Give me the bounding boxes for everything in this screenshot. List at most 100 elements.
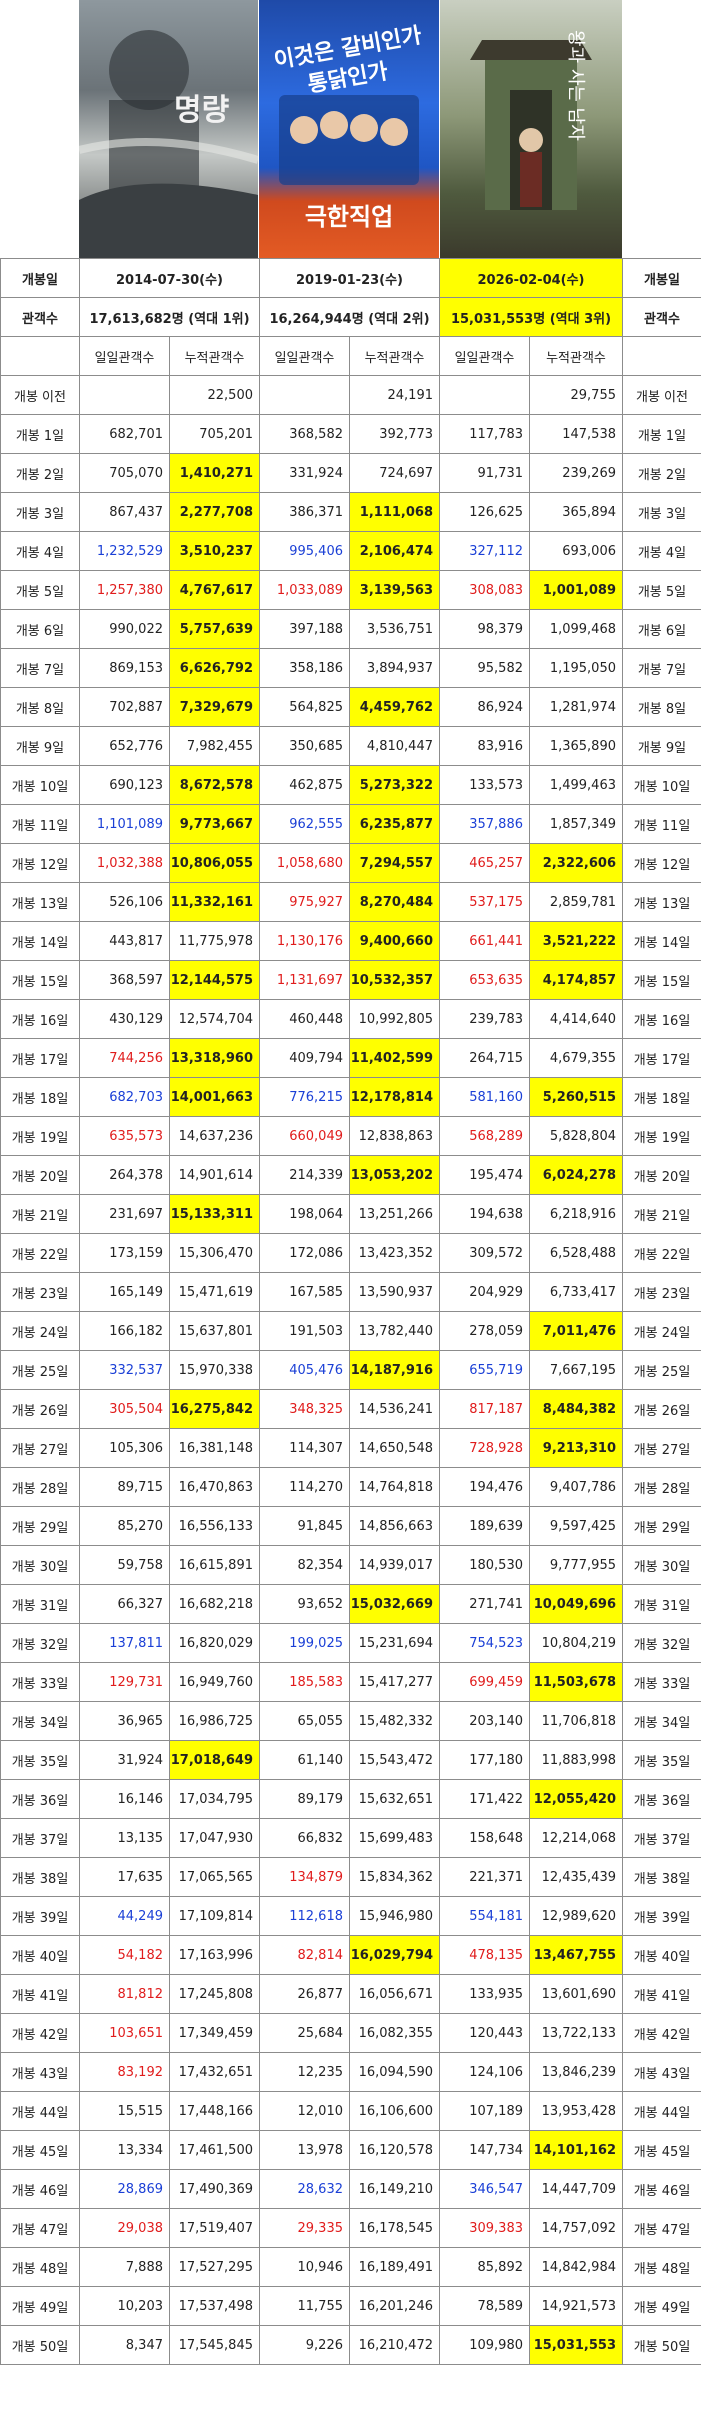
- poster-myeongryang[interactable]: 명량: [79, 0, 258, 258]
- daily-cell: 305,504: [79, 1389, 170, 1429]
- daily-cell: 564,825: [259, 687, 350, 727]
- cumulative-cell: 1,857,349: [529, 804, 623, 844]
- cumulative-cell: 11,706,818: [529, 1701, 623, 1741]
- cumulative-cell: 10,806,055: [169, 843, 260, 883]
- day-label: 개봉 6일: [0, 609, 80, 649]
- cumulative-cell: 9,400,660: [349, 921, 440, 961]
- cumulative-cell: 14,187,916: [349, 1350, 440, 1390]
- day-label: 개봉 26일: [0, 1389, 80, 1429]
- day-label: 개봉 33일: [0, 1662, 80, 1702]
- day-label: 개봉 45일: [0, 2130, 80, 2170]
- daily-cell: 405,476: [259, 1350, 350, 1390]
- cumulative-cell: 17,537,498: [169, 2286, 260, 2326]
- daily-cell: 231,697: [79, 1194, 170, 1234]
- release-date-myeongryang: 2014-07-30(수): [79, 258, 260, 298]
- poster-king-and-man[interactable]: 왕과 사는 남자: [440, 0, 622, 258]
- day-label-right: 개봉 4일: [622, 531, 701, 571]
- daily-cell: 728,928: [439, 1428, 530, 1468]
- cumulative-cell: 5,757,639: [169, 609, 260, 649]
- daily-cell: 264,715: [439, 1038, 530, 1078]
- cumulative-cell: 12,989,620: [529, 1896, 623, 1936]
- cumulative-cell: 6,218,916: [529, 1194, 623, 1234]
- daily-cell: 7,888: [79, 2247, 170, 2287]
- cumulative-cell: 4,459,762: [349, 687, 440, 727]
- day-label-right: 개봉 41일: [622, 1974, 701, 2014]
- daily-cell: [439, 375, 530, 415]
- cumulative-cell: 15,417,277: [349, 1662, 440, 1702]
- day-label-right: 개봉 15일: [622, 960, 701, 1000]
- table-row: 개봉 33일 129,731 16,949,760 185,583 15,417,277…: [0, 1662, 701, 1702]
- cumulative-cell: 17,349,459: [169, 2013, 260, 2053]
- daily-cell: 85,892: [439, 2247, 530, 2287]
- day-label-right: 개봉 44일: [622, 2091, 701, 2131]
- day-label-right: 개봉 35일: [622, 1740, 701, 1780]
- cumulative-cell: 2,277,708: [169, 492, 260, 532]
- cumulative-cell: 13,053,202: [349, 1155, 440, 1195]
- day-label: 개봉 39일: [0, 1896, 80, 1936]
- cumulative-cell: 12,574,704: [169, 999, 260, 1039]
- table-row: 개봉 22일 173,159 15,306,470 172,086 13,423,352…: [0, 1233, 701, 1273]
- audience-label: 관객수: [0, 297, 80, 337]
- cumulative-cell: 16,120,578: [349, 2130, 440, 2170]
- day-label: 개봉 8일: [0, 687, 80, 727]
- daily-cell: 25,684: [259, 2013, 350, 2053]
- cumulative-cell: 693,006: [529, 531, 623, 571]
- cumulative-cell: 15,699,483: [349, 1818, 440, 1858]
- day-label: 개봉 3일: [0, 492, 80, 532]
- day-label-right: 개봉 47일: [622, 2208, 701, 2248]
- daily-cell: 702,887: [79, 687, 170, 727]
- cumulative-cell: 13,423,352: [349, 1233, 440, 1273]
- daily-cell: 10,946: [259, 2247, 350, 2287]
- day-label: 개봉 42일: [0, 2013, 80, 2053]
- daily-cell: 204,929: [439, 1272, 530, 1312]
- cumulative-cell: 11,503,678: [529, 1662, 623, 1702]
- day-label-right: 개봉 45일: [622, 2130, 701, 2170]
- release-date-king-and-man: 2026-02-04(수): [439, 258, 623, 298]
- day-label: 개봉 24일: [0, 1311, 80, 1351]
- poster-extreme-job[interactable]: 이것은 갈비인가 통닭인가 극한직업: [259, 0, 439, 258]
- day-label-right: 개봉 12일: [622, 843, 701, 883]
- cumulative-cell: 17,461,500: [169, 2130, 260, 2170]
- day-label-right: 개봉 30일: [622, 1545, 701, 1585]
- cumulative-cell: 13,846,239: [529, 2052, 623, 2092]
- daily-cell: 91,845: [259, 1506, 350, 1546]
- table-row: 개봉 16일 430,129 12,574,704 460,448 10,992,805…: [0, 999, 701, 1039]
- daily-cell: 537,175: [439, 882, 530, 922]
- cumulative-cell: 6,733,417: [529, 1272, 623, 1312]
- cumulative-cell: 3,521,222: [529, 921, 623, 961]
- cumulative-cell: 14,447,709: [529, 2169, 623, 2209]
- daily-cell: 171,422: [439, 1779, 530, 1819]
- day-label: 개봉 7일: [0, 648, 80, 688]
- blank-corner-right: [622, 336, 701, 376]
- cumulative-cell: 1,099,468: [529, 609, 623, 649]
- daily-cell: 195,474: [439, 1155, 530, 1195]
- day-label-right: 개봉 14일: [622, 921, 701, 961]
- cumulative-cell: 10,804,219: [529, 1623, 623, 1663]
- daily-cell: 13,334: [79, 2130, 170, 2170]
- day-label-right: 개봉 37일: [622, 1818, 701, 1858]
- col-daily-3: 일일관객수: [439, 336, 530, 376]
- day-label: 개봉 1일: [0, 414, 80, 454]
- day-label: 개봉 21일: [0, 1194, 80, 1234]
- header-row-dates: 개봉일 2014-07-30(수) 2019-01-23(수) 2026-02-…: [0, 258, 701, 298]
- daily-cell: 13,135: [79, 1818, 170, 1858]
- cumulative-cell: 9,597,425: [529, 1506, 623, 1546]
- cumulative-cell: 3,536,751: [349, 609, 440, 649]
- cumulative-cell: 392,773: [349, 414, 440, 454]
- table-row: 개봉 36일 16,146 17,034,795 89,179 15,632,651 17…: [0, 1779, 701, 1819]
- day-label: 개봉 35일: [0, 1740, 80, 1780]
- cumulative-cell: 16,056,671: [349, 1974, 440, 2014]
- cumulative-cell: 14,536,241: [349, 1389, 440, 1429]
- daily-cell: 1,257,380: [79, 570, 170, 610]
- header-row-columns: 일일관객수 누적관객수 일일관객수 누적관객수 일일관객수 누적관객수: [0, 336, 701, 376]
- cumulative-cell: 13,601,690: [529, 1974, 623, 2014]
- daily-cell: 81,812: [79, 1974, 170, 2014]
- daily-cell: 705,070: [79, 453, 170, 493]
- daily-cell: 83,192: [79, 2052, 170, 2092]
- cumulative-cell: 3,510,237: [169, 531, 260, 571]
- cumulative-cell: 16,682,218: [169, 1584, 260, 1624]
- daily-cell: 443,817: [79, 921, 170, 961]
- daily-cell: 191,503: [259, 1311, 350, 1351]
- table-row: 개봉 9일 652,776 7,982,455 350,685 4,810,447 83,…: [0, 726, 701, 766]
- daily-cell: 177,180: [439, 1740, 530, 1780]
